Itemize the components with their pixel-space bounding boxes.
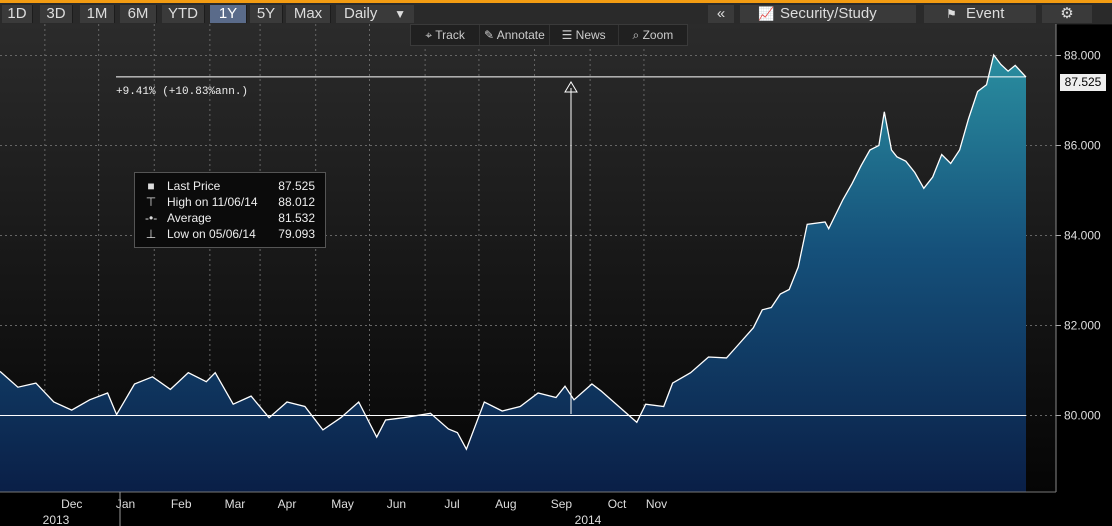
low-marker-icon: ⊥ bbox=[145, 227, 157, 241]
track-label: Track bbox=[435, 28, 465, 42]
year-label: 2014 bbox=[575, 513, 602, 526]
x-tick-label: Sep bbox=[551, 497, 573, 511]
gear-icon: ⚙ bbox=[1060, 5, 1074, 22]
x-tick-label: Feb bbox=[171, 497, 192, 511]
arrow-up-icon bbox=[564, 81, 578, 93]
chart-subtoolbar: ⌖ Track ✎ Annotate ☰ News ⌕ Zoom bbox=[410, 24, 688, 46]
legend-value: 79.093 bbox=[278, 227, 315, 241]
x-tick-label: Aug bbox=[495, 497, 516, 511]
range-button-1y[interactable]: 1Y bbox=[210, 5, 247, 23]
x-axis: Dec Jan Feb Mar Apr May Jun Jul Aug Sep Oct Nov 2013… bbox=[0, 491, 1056, 526]
annotate-button[interactable]: ✎ Annotate bbox=[480, 25, 550, 45]
settings-button[interactable]: ⚙ bbox=[1042, 5, 1092, 23]
legend-row-high: ⊤ High on 11/06/14 88.012 bbox=[145, 194, 321, 210]
interval-label: Daily bbox=[344, 5, 378, 22]
change-annotation: +9.41% (+10.83%ann.) bbox=[116, 86, 248, 98]
high-marker-icon: ⊤ bbox=[145, 195, 157, 209]
price-area bbox=[0, 55, 1026, 492]
legend-value: 87.525 bbox=[278, 179, 315, 193]
x-tick-label: Apr bbox=[278, 497, 297, 511]
security-study-label: Security/Study bbox=[780, 5, 877, 22]
event-button[interactable]: ⚑ Event bbox=[924, 5, 1036, 23]
last-price-tag: 87.525 bbox=[1060, 74, 1106, 91]
x-tick-label: Oct bbox=[608, 497, 627, 511]
range-button-1d[interactable]: 1D bbox=[2, 5, 33, 23]
legend-row-average: -•- Average 81.532 bbox=[145, 210, 321, 226]
year-label: 2013 bbox=[43, 513, 70, 526]
change-marker bbox=[564, 81, 578, 414]
legend-box[interactable]: ■ Last Price 87.525 ⊤ High on 11/06/14 8… bbox=[134, 172, 326, 248]
collapse-button[interactable]: « bbox=[708, 5, 734, 23]
y-tick-label: 86.000 bbox=[1064, 139, 1101, 153]
legend-value: 88.012 bbox=[278, 195, 315, 209]
average-marker-icon: -•- bbox=[145, 211, 158, 225]
track-button[interactable]: ⌖ Track bbox=[411, 25, 481, 45]
range-button-ytd[interactable]: YTD bbox=[162, 5, 205, 23]
x-tick-label: Jan bbox=[116, 497, 135, 511]
y-axis: 80.000 82.000 84.000 86.000 88.000 bbox=[1055, 24, 1101, 492]
flag-icon: ⚑ bbox=[946, 7, 957, 21]
range-button-1m[interactable]: 1M bbox=[80, 5, 115, 23]
range-button-6m[interactable]: 6M bbox=[120, 5, 157, 23]
legend-value: 81.532 bbox=[278, 211, 315, 225]
legend-row-last-price: ■ Last Price 87.525 bbox=[145, 178, 321, 194]
square-icon: ■ bbox=[147, 179, 155, 193]
price-chart[interactable]: 80.000 82.000 84.000 86.000 88.000 Dec Jan Feb… bbox=[0, 24, 1112, 526]
x-tick-label: Dec bbox=[61, 497, 82, 511]
magnifier-icon: ⌕ bbox=[632, 28, 643, 42]
caret-down-icon: ▼ bbox=[394, 7, 406, 21]
legend-label: Last Price bbox=[167, 179, 221, 193]
event-label: Event bbox=[966, 5, 1005, 22]
x-tick-label: May bbox=[331, 497, 354, 511]
x-tick-label: Jul bbox=[444, 497, 459, 511]
x-tick-label: Mar bbox=[225, 497, 246, 511]
range-button-max[interactable]: Max bbox=[286, 5, 331, 23]
price-line bbox=[0, 53, 1027, 451]
zoom-label: Zoom bbox=[642, 28, 674, 42]
y-tick-label: 84.000 bbox=[1064, 229, 1101, 243]
range-button-3d[interactable]: 3D bbox=[40, 5, 73, 23]
news-icon: ☰ bbox=[561, 28, 576, 42]
legend-row-low: ⊥ Low on 05/06/14 79.093 bbox=[145, 226, 321, 242]
legend-label: Average bbox=[167, 211, 212, 225]
news-button[interactable]: ☰ News bbox=[550, 25, 619, 45]
y-tick-label: 82.000 bbox=[1064, 319, 1101, 333]
legend-label: Low on 05/06/14 bbox=[167, 227, 256, 241]
annotate-label: Annotate bbox=[496, 28, 545, 42]
pencil-icon: ✎ bbox=[483, 28, 497, 42]
y-tick-label: 88.000 bbox=[1064, 49, 1101, 63]
y-tick-label: 80.000 bbox=[1064, 409, 1101, 423]
chart-toolbar: 1D 3D 1M 6M YTD 1Y 5Y Max Daily ▼ « 📈 Se… bbox=[0, 3, 1112, 25]
range-button-5y[interactable]: 5Y bbox=[250, 5, 283, 23]
zoom-button[interactable]: ⌕ Zoom bbox=[619, 25, 687, 45]
x-tick-label: Jun bbox=[387, 497, 406, 511]
news-label: News bbox=[575, 28, 606, 42]
top-accent-strip bbox=[0, 0, 1112, 3]
x-tick-label: Nov bbox=[646, 497, 667, 511]
chart-icon: 📈 bbox=[758, 6, 775, 21]
interval-dropdown[interactable]: Daily ▼ bbox=[336, 5, 414, 23]
legend-label: High on 11/06/14 bbox=[167, 195, 258, 209]
reference-lines bbox=[0, 76, 1026, 416]
crosshair-icon: ⌖ bbox=[425, 28, 436, 42]
security-study-button[interactable]: 📈 Security/Study bbox=[740, 5, 916, 23]
